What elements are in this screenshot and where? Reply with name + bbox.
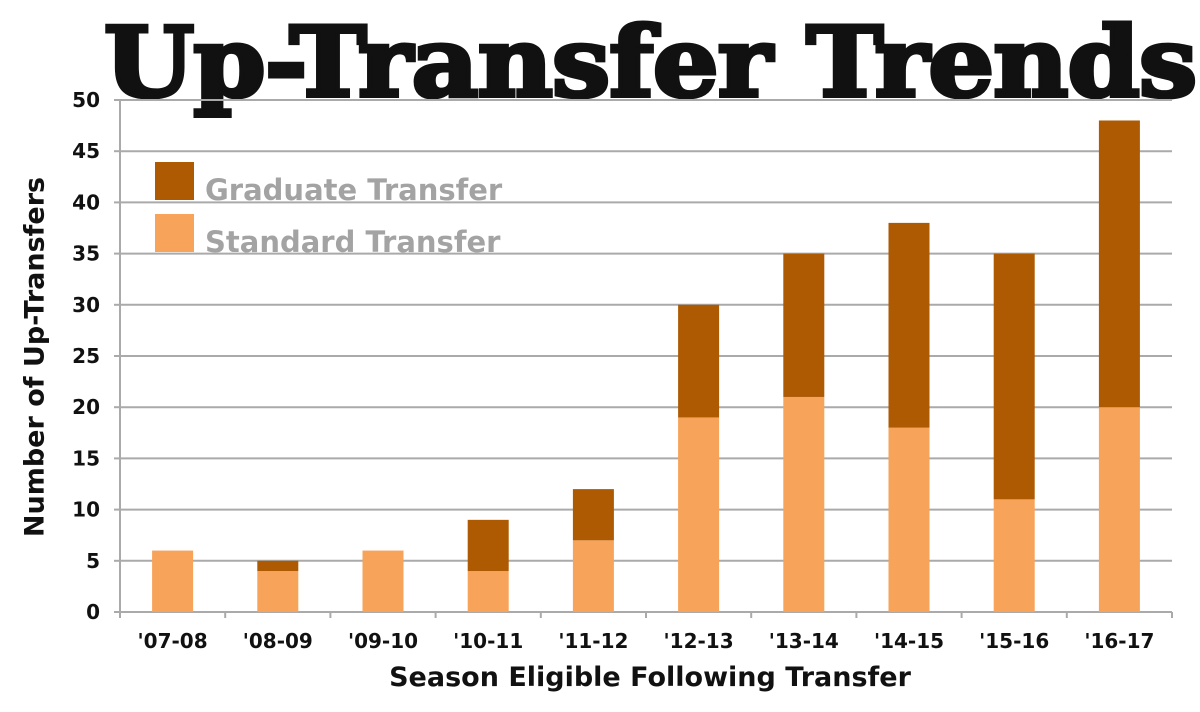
y-tick-label: 0	[86, 600, 100, 624]
bar-standard-transfer	[572, 540, 614, 612]
x-tick-label: '08-09	[243, 629, 313, 653]
x-tick-label: '13-14	[769, 629, 839, 653]
x-tick-label: '14-15	[874, 629, 944, 653]
x-tick-label: '10-11	[453, 629, 523, 653]
x-tick-label: '16-17	[1084, 629, 1154, 653]
bar-standard-transfer	[783, 396, 825, 612]
y-tick-label: 20	[72, 395, 100, 419]
bar-graduate-transfer	[783, 253, 825, 397]
bar-standard-transfer	[467, 571, 509, 612]
bar-standard-transfer	[993, 499, 1035, 612]
bar-standard-transfer	[678, 417, 720, 612]
y-tick-label: 25	[72, 344, 100, 368]
bar-graduate-transfer	[257, 560, 299, 572]
legend-label: Standard Transfer	[205, 225, 501, 259]
bar-graduate-transfer	[678, 304, 720, 418]
bar-standard-transfer	[888, 427, 930, 612]
legend-label: Graduate Transfer	[205, 173, 503, 207]
x-tick-label: '07-08	[138, 629, 208, 653]
bar-standard-transfer	[257, 571, 299, 612]
legend-swatch	[155, 162, 194, 200]
y-tick-label: 40	[72, 190, 100, 214]
bar-graduate-transfer	[888, 222, 930, 428]
legend-swatch	[155, 214, 194, 252]
y-tick-label: 30	[72, 293, 100, 317]
x-tick-label: '12-13	[664, 629, 734, 653]
y-tick-label: 50	[72, 88, 100, 112]
y-tick-label: 10	[72, 498, 100, 522]
bar-graduate-transfer	[572, 489, 614, 541]
x-tick-label: '09-10	[348, 629, 418, 653]
bar-graduate-transfer	[467, 519, 509, 572]
bar-graduate-transfer	[1098, 120, 1140, 408]
y-tick-label: 15	[72, 446, 100, 470]
y-tick-label: 5	[86, 549, 100, 573]
y-tick-label: 35	[72, 242, 100, 266]
bar-standard-transfer	[152, 550, 194, 612]
bar-graduate-transfer	[993, 253, 1035, 500]
bar-standard-transfer	[1098, 407, 1140, 612]
x-tick-label: '15-16	[979, 629, 1049, 653]
x-tick-label: '11-12	[558, 629, 628, 653]
x-axis-label: Season Eligible Following Transfer	[389, 662, 911, 693]
bar-standard-transfer	[362, 550, 404, 612]
y-tick-label: 45	[72, 139, 100, 163]
